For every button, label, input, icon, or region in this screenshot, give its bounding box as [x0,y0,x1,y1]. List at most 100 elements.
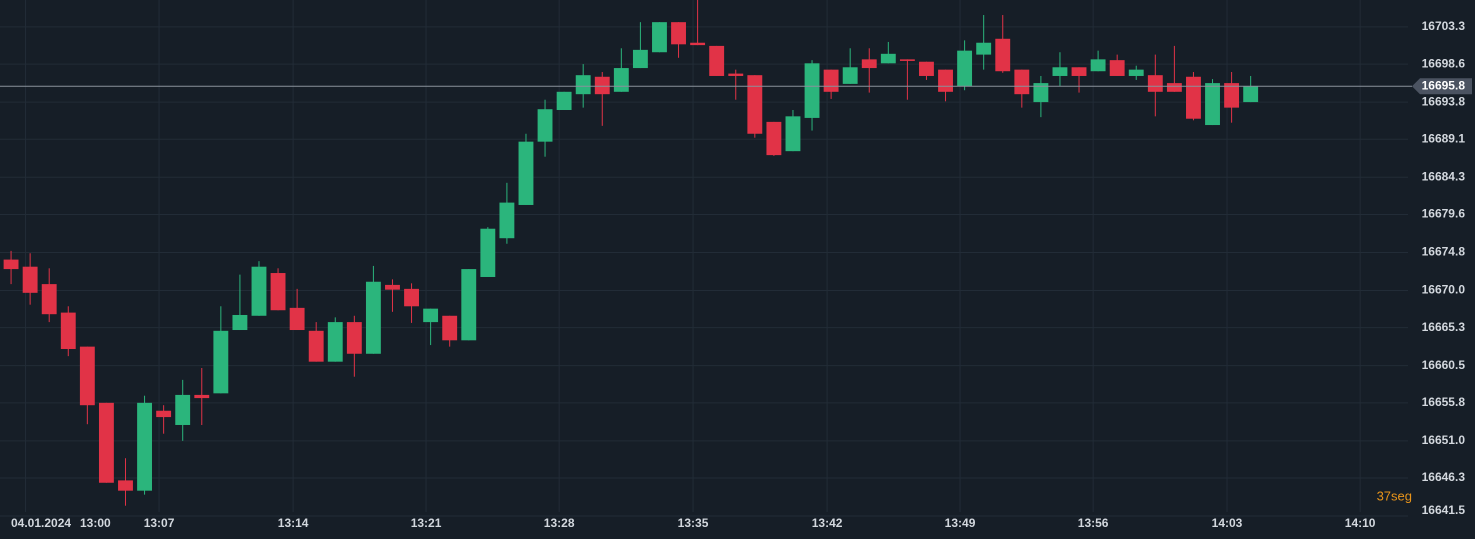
candle-body [327,322,343,362]
candle-body [1205,83,1220,126]
candle-body [232,314,248,331]
candle-body [899,59,915,61]
candle-body [175,394,191,425]
y-tick-label: 16674.8 [1422,245,1466,259]
candle-body [575,75,591,95]
candle-body [613,68,629,92]
candle-body [79,346,95,406]
candle-body [1186,76,1201,119]
candle-body [1052,67,1068,76]
x-tick-label: 13:49 [945,516,976,530]
candle-body [594,76,610,95]
candle-body [823,69,839,92]
y-tick-label: 16703.3 [1422,19,1466,33]
axes: 16703.3 16698.6 16693.8 16689.1 16684.3 16679… [80,19,1472,530]
candle-body [995,38,1011,72]
candle-body [308,330,324,362]
x-tick-label: 13:35 [678,516,709,530]
candle-body [98,402,114,483]
candle-body [804,63,820,118]
candle-body [1109,60,1125,76]
candle-body [652,22,667,53]
candle-body [385,284,400,290]
date-label: 04.01.2024 [11,516,71,530]
y-tick-label: 16679.6 [1422,207,1466,221]
candle-body [442,315,458,341]
candle-body [365,281,381,354]
candle-body [423,308,439,323]
candle-body [1090,59,1106,72]
candle-body [480,228,496,277]
candle-body [194,394,210,399]
candle-body [3,259,19,270]
x-tick-label: 13:56 [1078,516,1109,530]
candle-body [880,53,896,64]
candle-body [976,42,992,55]
candle-body [518,141,534,205]
y-tick-label: 16655.8 [1422,395,1466,409]
last-price-label: 16695.8 [1422,78,1466,92]
candle-body [957,50,973,87]
candle-body [118,480,133,491]
candle-body [861,59,877,69]
candle-body [461,269,477,341]
candle-body [404,288,419,307]
x-tick-label: 13:28 [544,516,575,530]
candle-body [156,410,172,418]
candle-body [556,91,572,111]
candle-body [938,69,953,92]
candle-body [842,67,858,84]
x-tick-label: 13:42 [812,516,843,530]
y-tick-label: 16693.8 [1422,94,1466,108]
plot [0,0,1412,506]
grid [0,0,1408,517]
x-tick-label: 14:10 [1345,516,1376,530]
candle-body [1147,75,1163,92]
candle-body [919,61,934,76]
candle-body [251,266,267,316]
y-tick-label: 16646.3 [1422,470,1466,484]
candle-body [1166,83,1182,92]
candle-body [1071,67,1087,76]
y-tick-label: 16698.6 [1422,56,1466,70]
candle-body [690,42,706,46]
candle-body [1224,83,1240,108]
candle-body [1014,69,1030,95]
candle-body [671,22,686,45]
candle-body [1243,86,1259,103]
x-tick-label: 13:07 [144,516,175,530]
x-tick-label: 13:21 [411,516,442,530]
candle-body [632,49,648,69]
candle-body [289,307,305,331]
y-tick-label: 16670.0 [1422,283,1466,297]
candle-body [537,109,553,142]
candle-body [1128,69,1144,76]
candle-body [270,273,286,311]
y-tick-label: 16684.3 [1422,169,1466,183]
y-tick-label: 16689.1 [1422,131,1466,145]
timer-label: 37seg [1377,488,1412,503]
candle-body [1033,83,1049,103]
candle-body [41,284,57,315]
candle-body [137,402,152,491]
candle-body [60,312,76,350]
y-tick-label: 16641.5 [1422,503,1466,517]
candle-body [766,121,782,156]
candle-body [747,75,763,134]
candle-body [22,266,38,293]
y-tick-label: 16660.5 [1422,358,1466,372]
candle-body [785,116,801,152]
y-tick-label: 16651.0 [1422,433,1466,447]
last-price-badge [1412,78,1472,95]
candle-body [499,202,515,239]
x-tick-label: 13:00 [80,516,111,530]
candle-body [346,322,362,354]
candle-body [213,330,229,394]
candle-body [728,73,744,76]
y-tick-label: 16665.3 [1422,320,1466,334]
x-tick-label: 13:14 [278,516,309,530]
x-tick-label: 14:03 [1212,516,1243,530]
candle-body [709,45,725,76]
